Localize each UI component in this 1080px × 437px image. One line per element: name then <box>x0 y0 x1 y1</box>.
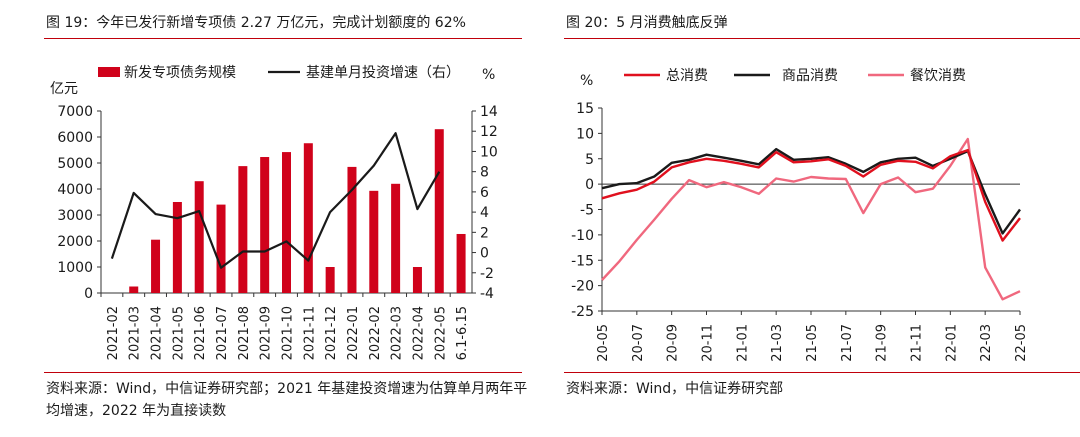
y-tick-label: 4000 <box>57 182 93 198</box>
bar <box>216 204 226 293</box>
y-axis-label: 亿元 <box>50 81 78 97</box>
title-rule <box>44 38 522 39</box>
source-note: 资料来源：Wind，中信证券研究部；2021 年基建投资增速为估算单月两年平均增… <box>46 381 528 419</box>
y2-tick-label: 10 <box>480 144 498 160</box>
x-tick-label: 2021-11 <box>302 306 317 360</box>
figure-title: 图 20：5 月消费触底反弹 <box>566 15 728 31</box>
series-line <box>601 137 1021 301</box>
x-tick-label: 2021-06 <box>193 306 208 360</box>
bar <box>391 183 401 293</box>
y-tick-label: 6000 <box>57 130 93 146</box>
bar <box>303 143 313 293</box>
y-tick-label: 1000 <box>57 260 93 276</box>
series-line <box>601 147 1021 235</box>
x-tick-label: 21-09 <box>875 324 890 362</box>
x-tick-label: 2022-04 <box>411 306 426 360</box>
series-line <box>601 148 1021 242</box>
x-tick-label: 2021-02 <box>106 306 121 360</box>
x-tick-label: 21-03 <box>770 324 785 362</box>
bar <box>325 267 335 293</box>
legend-label: 基建单月投资增速（右） <box>306 64 460 81</box>
bar-line-chart: 新发专项债务规模 基建单月投资增速（右） 亿元% 0 1000 2000 3000 4000 5… <box>50 64 498 360</box>
x-tick-label: 2021-08 <box>237 306 252 360</box>
source-note: 资料来源：Wind，中信证券研究部 <box>566 381 784 397</box>
y2-tick-label: -2 <box>480 266 494 282</box>
x-tick-label: 21-01 <box>735 324 750 362</box>
y-tick-label: 7000 <box>57 104 93 120</box>
title-rule <box>564 38 1080 39</box>
y2-tick-label: 0 <box>480 246 489 262</box>
y-tick-label: -15 <box>571 253 594 269</box>
y-tick-label: 3000 <box>57 208 93 224</box>
y-tick-label: -5 <box>580 203 594 219</box>
source-rule <box>564 372 1080 373</box>
y-tick-label: 5000 <box>57 156 93 172</box>
y2-tick-label: -4 <box>480 286 494 302</box>
y2-tick-label: 2 <box>480 225 489 241</box>
legend-label: 商品消费 <box>782 68 838 84</box>
y2-tick-label: 14 <box>480 104 498 120</box>
bar <box>260 157 270 293</box>
y-tick-label: -10 <box>571 228 594 244</box>
x-tick-label: 2021-04 <box>150 306 165 360</box>
y-tick-label: 0 <box>84 286 93 302</box>
x-tick-label: 21-05 <box>805 324 820 362</box>
x-tick-label: 22-01 <box>944 324 959 362</box>
x-tick-label: 2021-03 <box>128 306 143 360</box>
figure-20-panel: 图 20：5 月消费触底反弹 总消费 商品消费 餐饮消费% -25 -20 -15 -10 -… <box>560 0 1080 437</box>
y-tick-label: -25 <box>571 304 594 320</box>
bar <box>282 152 291 293</box>
x-tick-label: 2022-01 <box>346 306 361 360</box>
y-tick-label: 10 <box>576 126 594 142</box>
x-tick-label: 2021-05 <box>171 306 186 360</box>
y-tick-label: 2000 <box>57 234 93 250</box>
bar <box>129 286 139 293</box>
y2-tick-label: 12 <box>480 124 498 140</box>
x-tick-label: 2022-02 <box>368 306 383 360</box>
y-tick-label: 5 <box>585 152 594 168</box>
x-tick-label: 2021-09 <box>259 306 274 360</box>
bar <box>412 267 422 293</box>
x-tick-label: 2021-12 <box>324 306 339 360</box>
figure-19-panel: 图 19：今年已发行新增专项债 2.27 万亿元，完成计划额度的 62% 新发专… <box>44 15 528 419</box>
bar <box>347 166 357 293</box>
x-tick-label: 20-11 <box>701 324 716 362</box>
x-tick-label: 22-03 <box>979 324 994 362</box>
series-line <box>110 132 441 269</box>
y2-tick-label: 8 <box>480 165 489 181</box>
bar <box>194 181 204 293</box>
x-tick-label: 22-05 <box>1014 324 1029 362</box>
bar <box>172 202 182 293</box>
y-tick-label: -20 <box>571 279 594 295</box>
figure-title: 图 19：今年已发行新增专项债 2.27 万亿元，完成计划额度的 62% <box>46 15 466 31</box>
x-tick-label: 6.1-6.15 <box>455 306 470 360</box>
x-tick-label: 2022-05 <box>433 306 448 360</box>
x-tick-label: 20-05 <box>596 324 611 362</box>
bar <box>456 233 466 293</box>
x-tick-label: 2021-10 <box>281 306 296 360</box>
y2-tick-label: 6 <box>480 185 489 201</box>
legend-label: 总消费 <box>666 68 708 84</box>
x-tick-label: 20-07 <box>631 324 646 362</box>
x-tick-label: 2021-07 <box>215 306 230 360</box>
y2-axis-label: % <box>482 67 495 83</box>
source-rule <box>44 372 522 373</box>
x-tick-label: 21-07 <box>840 324 855 362</box>
y2-tick-label: 4 <box>480 205 489 221</box>
y-tick-label: 0 <box>585 177 594 193</box>
bar <box>434 129 444 293</box>
legend-label: 餐饮消费 <box>910 68 966 84</box>
x-tick-label: 21-11 <box>910 324 925 362</box>
legend-label: 新发专项债务规模 <box>124 65 236 81</box>
bar <box>238 166 248 293</box>
x-tick-label: 2022-03 <box>390 306 405 360</box>
y-tick-label: 15 <box>576 101 594 117</box>
bar <box>151 239 161 293</box>
line-chart: 总消费 商品消费 餐饮消费% -25 -20 -15 -10 -5 0 5 10 15 20-05 20-… <box>571 68 1029 362</box>
y-axis-label: % <box>580 73 593 89</box>
x-tick-label: 20-09 <box>666 324 681 362</box>
legend-swatch-bar <box>98 67 120 77</box>
bar <box>369 190 379 293</box>
